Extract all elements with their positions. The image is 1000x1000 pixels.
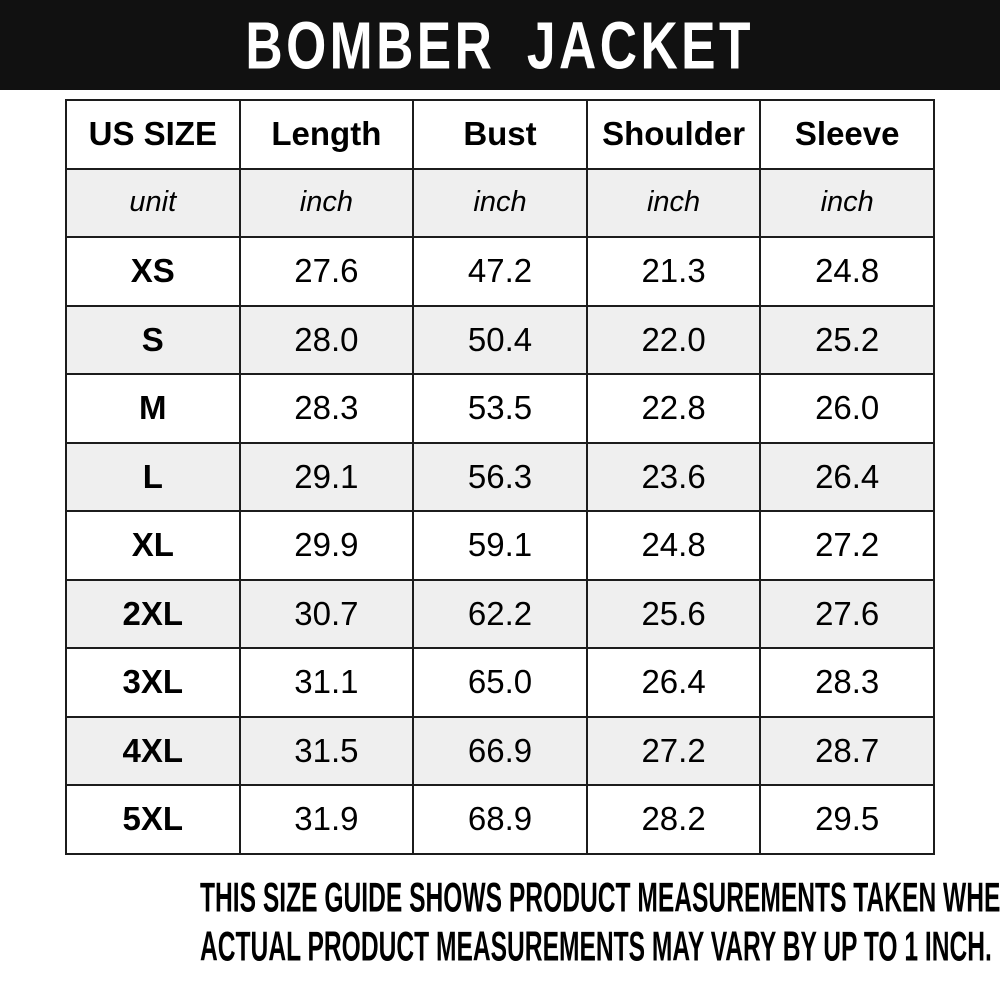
table-header-row: US SIZE Length Bust Shoulder Sleeve — [65, 99, 935, 170]
shoulder-value: 26.4 — [585, 647, 762, 718]
table-row-xs: XS 27.6 47.2 21.3 24.8 — [65, 236, 935, 307]
shoulder-value: 21.3 — [585, 236, 762, 307]
bust-value: 65.0 — [412, 647, 588, 718]
sleeve-value: 28.3 — [759, 647, 935, 718]
bust-value: 47.2 — [412, 236, 588, 307]
disclaimer-line-1: THIS SIZE GUIDE SHOWS PRODUCT MEASUREMEN… — [200, 873, 1000, 920]
size-label: S — [65, 304, 241, 375]
table-row-2xl: 2XL 30.7 62.2 25.6 27.6 — [65, 578, 935, 649]
unit-cell: inch — [412, 167, 588, 238]
length-value: 31.9 — [238, 784, 415, 855]
column-header-shoulder: Shoulder — [585, 99, 762, 170]
length-value: 31.5 — [238, 715, 415, 786]
size-label: XL — [65, 510, 241, 581]
size-table: US SIZE Length Bust Shoulder Sleeve unit… — [65, 99, 935, 855]
size-label: XS — [65, 236, 241, 307]
bust-value: 56.3 — [412, 441, 588, 512]
size-label: 4XL — [65, 715, 241, 786]
sleeve-value: 24.8 — [759, 236, 935, 307]
size-label: L — [65, 441, 241, 512]
bust-value: 68.9 — [412, 784, 588, 855]
shoulder-value: 28.2 — [585, 784, 762, 855]
shoulder-value: 23.6 — [585, 441, 762, 512]
unit-cell: inch — [238, 167, 415, 238]
sleeve-value: 28.7 — [759, 715, 935, 786]
shoulder-value: 22.0 — [585, 304, 762, 375]
table-row-m: M 28.3 53.5 22.8 26.0 — [65, 373, 935, 444]
table-row-3xl: 3XL 31.1 65.0 26.4 28.3 — [65, 647, 935, 718]
bust-value: 59.1 — [412, 510, 588, 581]
bust-value: 66.9 — [412, 715, 588, 786]
unit-cell: inch — [759, 167, 935, 238]
length-value: 31.1 — [238, 647, 415, 718]
sleeve-value: 27.6 — [759, 578, 935, 649]
column-header-us-size: US SIZE — [65, 99, 241, 170]
unit-row: unit inch inch inch inch — [65, 167, 935, 238]
table-row-5xl: 5XL 31.9 68.9 28.2 29.5 — [65, 784, 935, 855]
unit-cell: unit — [65, 167, 241, 238]
size-label: M — [65, 373, 241, 444]
disclaimer-line-2: ACTUAL PRODUCT MEASUREMENTS MAY VARY BY … — [200, 922, 992, 969]
length-value: 28.3 — [238, 373, 415, 444]
sleeve-value: 25.2 — [759, 304, 935, 375]
sleeve-value: 26.0 — [759, 373, 935, 444]
shoulder-value: 24.8 — [585, 510, 762, 581]
bust-value: 53.5 — [412, 373, 588, 444]
sleeve-value: 29.5 — [759, 784, 935, 855]
shoulder-value: 27.2 — [585, 715, 762, 786]
column-header-bust: Bust — [412, 99, 588, 170]
title-bar: BOMBER JACKET — [0, 0, 1000, 90]
bust-value: 50.4 — [412, 304, 588, 375]
disclaimer: THIS SIZE GUIDE SHOWS PRODUCT MEASUREMEN… — [0, 873, 1000, 971]
size-label: 5XL — [65, 784, 241, 855]
bust-value: 62.2 — [412, 578, 588, 649]
length-value: 29.1 — [238, 441, 415, 512]
unit-cell: inch — [585, 167, 762, 238]
length-value: 29.9 — [238, 510, 415, 581]
length-value: 30.7 — [238, 578, 415, 649]
size-label: 2XL — [65, 578, 241, 649]
shoulder-value: 25.6 — [585, 578, 762, 649]
length-value: 27.6 — [238, 236, 415, 307]
length-value: 28.0 — [238, 304, 415, 375]
size-label: 3XL — [65, 647, 241, 718]
shoulder-value: 22.8 — [585, 373, 762, 444]
column-header-sleeve: Sleeve — [759, 99, 935, 170]
sleeve-value: 27.2 — [759, 510, 935, 581]
table-row-l: L 29.1 56.3 23.6 26.4 — [65, 441, 935, 512]
column-header-length: Length — [238, 99, 415, 170]
table-row-xl: XL 29.9 59.1 24.8 27.2 — [65, 510, 935, 581]
table-row-4xl: 4XL 31.5 66.9 27.2 28.7 — [65, 715, 935, 786]
product-title: BOMBER JACKET — [245, 7, 755, 83]
sleeve-value: 26.4 — [759, 441, 935, 512]
table-row-s: S 28.0 50.4 22.0 25.2 — [65, 304, 935, 375]
